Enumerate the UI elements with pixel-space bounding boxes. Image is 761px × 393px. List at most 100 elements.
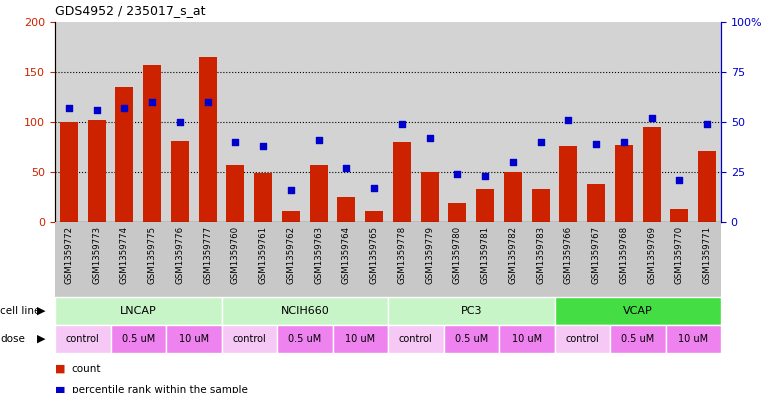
Bar [110,325,166,353]
Point [368,185,380,191]
Text: GSM1359769: GSM1359769 [647,226,656,284]
Point [534,139,546,145]
Point [257,143,269,149]
Text: GSM1359774: GSM1359774 [120,226,129,284]
Text: GSM1359766: GSM1359766 [564,226,573,284]
Point [91,107,103,113]
Text: GSM1359776: GSM1359776 [175,226,184,284]
Text: control: control [66,334,100,344]
Text: dose: dose [0,334,25,344]
Text: NCIH660: NCIH660 [280,306,329,316]
Text: GSM1359773: GSM1359773 [92,226,101,284]
Point [313,137,325,143]
Text: ▶: ▶ [37,334,46,344]
Bar [615,145,633,222]
Point [118,105,130,111]
Point [451,171,463,177]
Bar [444,325,499,353]
Point [340,165,352,171]
Bar [532,189,549,222]
Bar [88,120,106,222]
Text: control: control [565,334,599,344]
Text: GSM1359772: GSM1359772 [65,226,73,284]
Text: 0.5 uM: 0.5 uM [621,334,654,344]
Bar [337,197,355,222]
Text: control: control [232,334,266,344]
Bar [555,297,721,325]
Bar [143,65,161,222]
Text: GSM1359770: GSM1359770 [675,226,684,284]
Text: GSM1359777: GSM1359777 [203,226,212,284]
Text: 10 uM: 10 uM [511,334,542,344]
Text: GSM1359763: GSM1359763 [314,226,323,284]
Bar [365,211,383,222]
Text: GSM1359771: GSM1359771 [702,226,712,284]
Bar [226,165,244,222]
Bar [55,325,110,353]
Bar [166,325,221,353]
Bar [333,325,388,353]
Bar [199,57,217,222]
Bar [55,297,221,325]
Text: GDS4952 / 235017_s_at: GDS4952 / 235017_s_at [55,4,205,17]
Text: GSM1359767: GSM1359767 [591,226,600,284]
Text: ▶: ▶ [37,306,46,316]
Text: GSM1359778: GSM1359778 [397,226,406,284]
Point [618,139,630,145]
Bar [421,172,438,222]
Point [63,105,75,111]
Text: 10 uM: 10 uM [678,334,708,344]
Text: ■: ■ [55,364,65,374]
Text: 0.5 uM: 0.5 uM [288,334,321,344]
Text: GSM1359779: GSM1359779 [425,226,434,284]
Text: GSM1359764: GSM1359764 [342,226,351,284]
Text: GSM1359783: GSM1359783 [537,226,545,284]
Bar [642,127,661,222]
Text: cell line: cell line [0,306,40,316]
Text: 10 uM: 10 uM [179,334,209,344]
Point [562,117,575,123]
Point [507,159,519,165]
Text: GSM1359775: GSM1359775 [148,226,157,284]
Point [645,115,658,121]
Bar [555,325,610,353]
Bar [116,87,133,222]
Point [146,99,158,105]
Bar [388,297,555,325]
Bar [388,325,444,353]
Bar [610,325,666,353]
Text: GSM1359782: GSM1359782 [508,226,517,284]
Bar [221,325,277,353]
Point [590,141,602,147]
Text: GSM1359765: GSM1359765 [370,226,379,284]
Point [396,121,408,127]
Bar [277,325,333,353]
Point [229,139,241,145]
Bar [171,141,189,222]
Text: GSM1359761: GSM1359761 [259,226,268,284]
Bar [310,165,328,222]
Point [673,177,686,183]
Bar [254,173,272,222]
Text: GSM1359768: GSM1359768 [619,226,629,284]
Bar [282,211,300,222]
Bar [476,189,494,222]
Bar [666,325,721,353]
Text: 10 uM: 10 uM [345,334,375,344]
Bar [393,142,411,222]
Bar [670,209,689,222]
Text: control: control [399,334,432,344]
Bar [60,122,78,222]
Text: PC3: PC3 [460,306,482,316]
Bar [504,172,522,222]
Point [174,119,186,125]
Bar [448,203,466,222]
Bar [499,325,555,353]
Point [479,173,491,179]
Bar [559,146,578,222]
Point [424,135,436,141]
Text: GSM1359760: GSM1359760 [231,226,240,284]
Point [701,121,713,127]
Text: LNCAP: LNCAP [120,306,157,316]
Bar [587,184,605,222]
